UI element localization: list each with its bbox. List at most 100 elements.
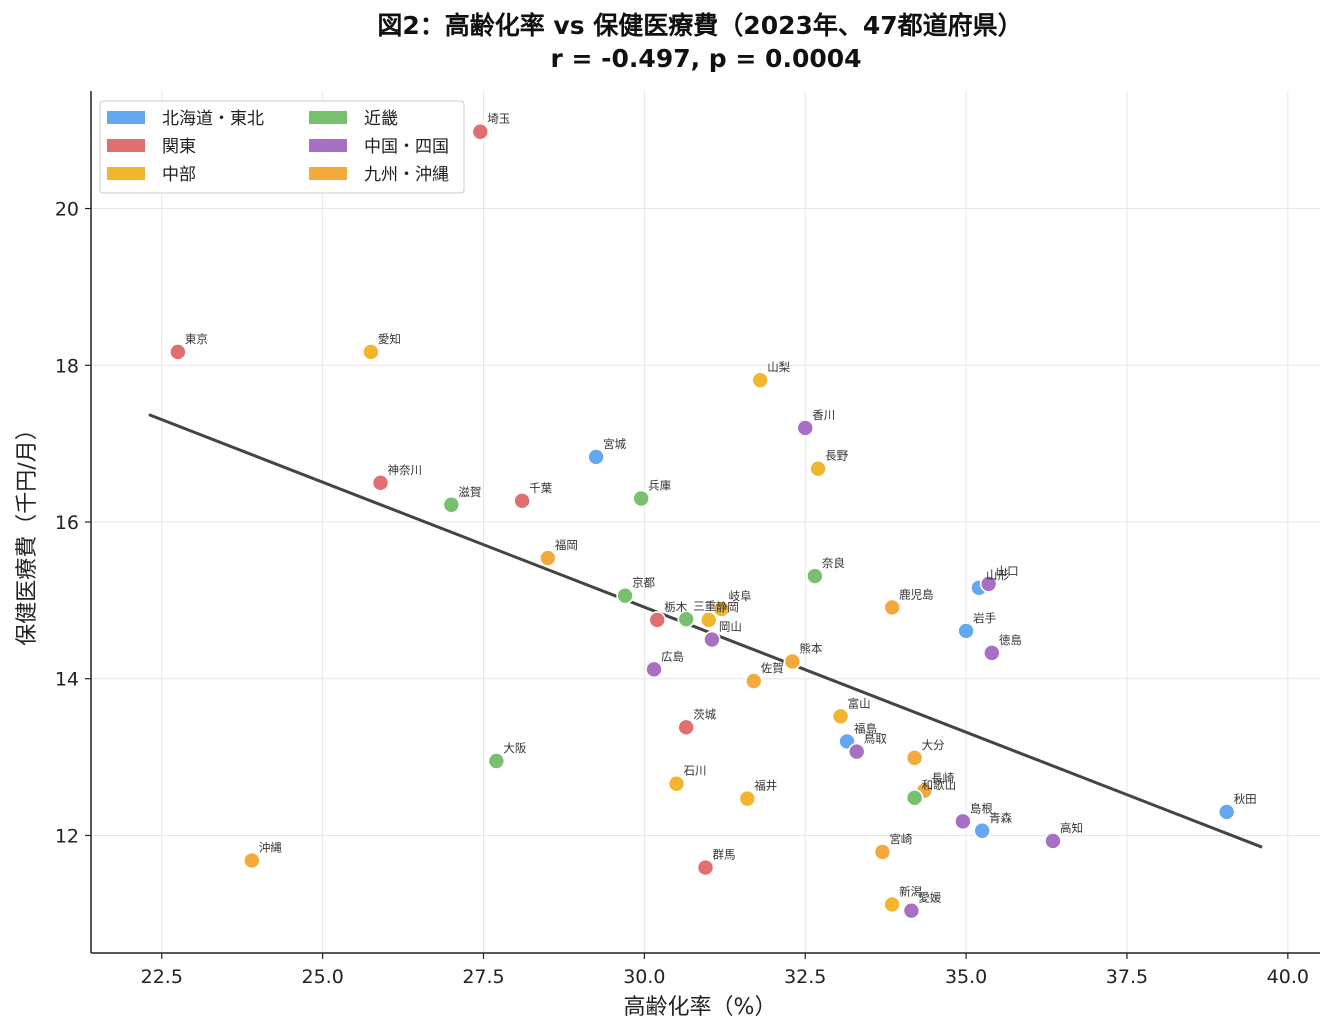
y-tick-label: 18 <box>55 355 79 377</box>
data-point <box>362 343 380 361</box>
data-point <box>699 611 718 629</box>
point-label: 京都 <box>632 576 655 590</box>
legend-swatch <box>107 167 145 180</box>
legend-swatch <box>309 139 347 152</box>
point-label: 静岡 <box>716 600 739 614</box>
x-tick-label: 30.0 <box>623 966 665 988</box>
point-label: 徳島 <box>999 633 1022 647</box>
data-point <box>677 610 695 628</box>
data-point <box>902 901 921 920</box>
data-point <box>616 586 634 605</box>
point-label: 山口 <box>996 564 1019 578</box>
legend-swatch <box>309 111 347 124</box>
point-label: 群馬 <box>713 848 736 862</box>
x-tick-label: 22.5 <box>141 966 183 988</box>
x-axis-label: 高齢化率（%） <box>624 995 777 1020</box>
data-point <box>487 752 506 770</box>
data-point <box>809 459 827 478</box>
data-point <box>905 789 924 807</box>
point-label: 愛媛 <box>918 891 941 905</box>
data-point <box>883 598 901 617</box>
data-point <box>783 652 802 671</box>
data-point <box>979 575 998 593</box>
data-point <box>712 600 731 618</box>
data-point <box>883 895 901 914</box>
x-tick-label: 37.5 <box>1106 966 1148 988</box>
data-point <box>587 448 605 466</box>
point-label: 長野 <box>825 449 848 463</box>
point-label: 埼玉 <box>487 112 510 126</box>
data-point <box>1044 832 1062 850</box>
point-label: 岐阜 <box>729 589 752 603</box>
x-axis-ticks: 22.5 25.0 27.5 30.0 32.5 35.0 37.5 40.0 <box>141 953 1309 988</box>
legend-label: 中国・四国 <box>364 137 449 157</box>
legend-label: 近畿 <box>364 109 398 129</box>
data-point <box>873 843 892 861</box>
y-tick-label: 16 <box>55 512 79 534</box>
data-point <box>667 774 686 793</box>
data-point <box>539 549 557 567</box>
point-label: 奈良 <box>822 556 845 570</box>
point-label: 福島 <box>854 721 877 735</box>
point-label: 福岡 <box>555 538 578 552</box>
point-label: 高知 <box>1060 821 1083 835</box>
point-label: 長崎 <box>931 771 954 785</box>
point-label: 島根 <box>970 801 993 815</box>
point-label: 和歌山 <box>922 778 957 792</box>
point-label: 滋賀 <box>458 485 481 499</box>
y-axis-ticks: 12 14 16 18 20 <box>55 199 91 847</box>
point-label: 沖縄 <box>259 841 282 855</box>
x-tick-label: 27.5 <box>462 966 504 988</box>
y-tick-label: 12 <box>55 825 79 847</box>
data-point <box>632 489 650 508</box>
x-tick-label: 32.5 <box>784 966 826 988</box>
data-point <box>169 343 187 361</box>
data-point <box>738 789 757 808</box>
point-label: 東京 <box>185 332 208 346</box>
point-label: 宮城 <box>603 437 626 451</box>
legend-label: 中部 <box>162 165 196 185</box>
data-point <box>796 419 815 437</box>
data-point <box>442 495 461 514</box>
data-point <box>751 371 769 389</box>
data-point <box>847 742 866 761</box>
point-label: 石川 <box>684 764 707 778</box>
legend-label: 関東 <box>162 137 196 157</box>
data-points <box>169 122 1236 920</box>
point-label: 福井 <box>754 779 777 793</box>
legend-label: 九州・沖縄 <box>364 165 449 185</box>
data-point <box>703 630 721 649</box>
data-point <box>744 672 763 690</box>
point-label: 三重 <box>693 599 716 613</box>
point-label: 富山 <box>848 696 871 710</box>
data-point <box>471 122 490 141</box>
point-label: 鳥取 <box>864 732 887 746</box>
chart-subtitle: r = -0.497, p = 0.0004 <box>550 44 861 73</box>
y-axis-label: 保健医療費（千円/月） <box>15 418 40 645</box>
data-point <box>905 749 924 767</box>
legend-box <box>99 100 465 194</box>
point-label: 岡山 <box>719 620 742 634</box>
grid-lines <box>91 91 1320 953</box>
data-point <box>973 821 991 840</box>
point-label: 香川 <box>812 408 835 422</box>
point-label: 宮崎 <box>889 832 912 846</box>
point-label: 広島 <box>661 649 684 663</box>
chart-title: 図2：高齢化率 vs 保健医療費（2023年、47都道府県） <box>377 11 1022 40</box>
data-point <box>648 611 667 629</box>
y-tick-label: 20 <box>55 199 79 221</box>
point-label: 山形 <box>986 568 1009 582</box>
data-point <box>243 851 261 870</box>
legend-swatch <box>107 111 145 124</box>
x-tick-label: 25.0 <box>301 966 343 988</box>
data-point <box>983 644 1001 662</box>
data-point <box>513 492 531 510</box>
data-point <box>806 567 824 585</box>
trend-line <box>148 413 1263 849</box>
x-tick-label: 35.0 <box>945 966 987 988</box>
legend-swatch <box>309 167 347 180</box>
point-label: 秋田 <box>1234 792 1257 806</box>
point-label: 大分 <box>922 738 945 752</box>
